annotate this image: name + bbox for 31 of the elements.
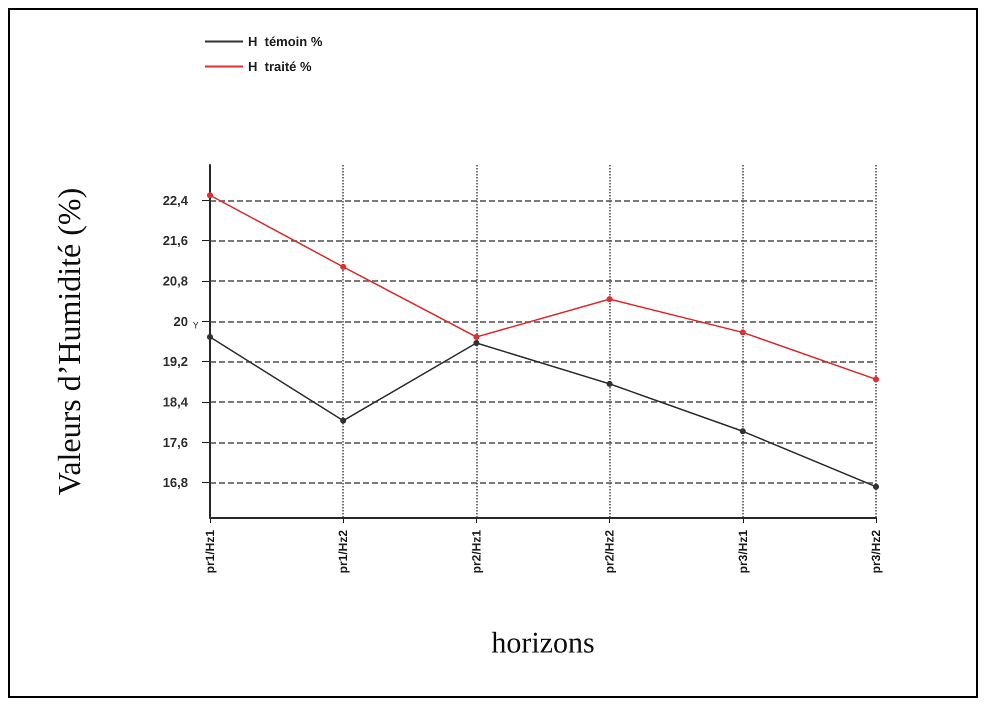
x-tick-label: pr3/Hz1: [736, 530, 750, 574]
y-tick-label: 20,8: [162, 273, 188, 288]
x-tick-label: pr2/Hz1: [469, 530, 484, 574]
x-tick-label: pr1/Hz1: [203, 530, 217, 574]
point: [473, 340, 480, 346]
y-tick-label: 20: [174, 314, 188, 329]
point: [873, 484, 879, 490]
y-tick-label: 19,2: [162, 354, 188, 370]
y-tick-label: 22,4: [162, 192, 189, 208]
text: Y: [192, 322, 199, 332]
point: [207, 334, 213, 340]
x-tick-label: pr3/Hz2: [869, 530, 883, 574]
point: [740, 428, 746, 434]
point: [606, 296, 613, 302]
y-axis-title: Valeurs d’Humidité (%): [51, 188, 87, 496]
y-tick-label: 17,6: [162, 434, 188, 450]
x-tick-label: pr1/Hz2: [336, 530, 350, 574]
legend-label: H traité %: [248, 59, 312, 74]
y-tick-label: 18,4: [162, 394, 189, 410]
point: [606, 380, 613, 387]
y-tick-label: 16,8: [162, 475, 188, 490]
point: [340, 264, 346, 270]
y-tick-label: 21,6: [162, 233, 188, 248]
point: [340, 418, 346, 424]
point: [207, 192, 213, 198]
point: [740, 329, 746, 336]
legend-label: H témoin %: [248, 34, 323, 49]
x-axis-title: horizons: [491, 626, 595, 660]
point: [473, 334, 480, 340]
x-tick-label: pr2/Hz2: [602, 530, 617, 574]
point: [873, 376, 879, 382]
